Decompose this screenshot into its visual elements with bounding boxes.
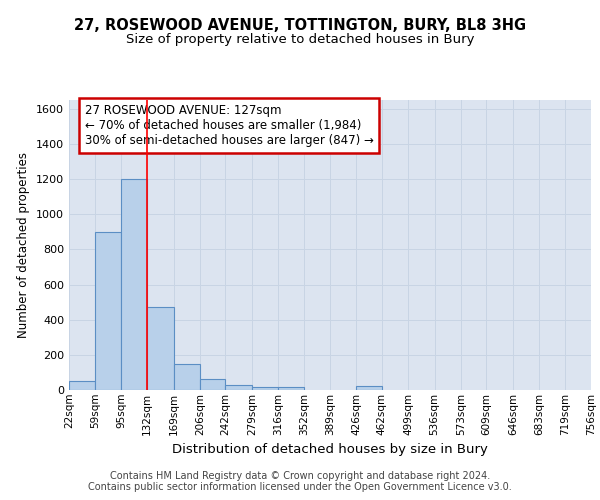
Bar	[200, 380, 226, 390]
Text: 27 ROSEWOOD AVENUE: 127sqm
← 70% of detached houses are smaller (1,984)
30% of s: 27 ROSEWOOD AVENUE: 127sqm ← 70% of deta…	[85, 104, 374, 148]
Text: Contains HM Land Registry data © Crown copyright and database right 2024.
Contai: Contains HM Land Registry data © Crown c…	[88, 471, 512, 492]
Bar	[95, 232, 121, 390]
Bar	[356, 386, 382, 390]
Bar	[147, 308, 173, 390]
X-axis label: Distribution of detached houses by size in Bury: Distribution of detached houses by size …	[172, 443, 488, 456]
Text: Size of property relative to detached houses in Bury: Size of property relative to detached ho…	[126, 32, 474, 46]
Bar	[121, 179, 147, 390]
Text: 27, ROSEWOOD AVENUE, TOTTINGTON, BURY, BL8 3HG: 27, ROSEWOOD AVENUE, TOTTINGTON, BURY, B…	[74, 18, 526, 32]
Bar	[278, 388, 304, 390]
Bar	[226, 384, 252, 390]
Bar	[173, 364, 200, 390]
Y-axis label: Number of detached properties: Number of detached properties	[17, 152, 31, 338]
Bar	[252, 388, 278, 390]
Bar	[69, 381, 95, 390]
